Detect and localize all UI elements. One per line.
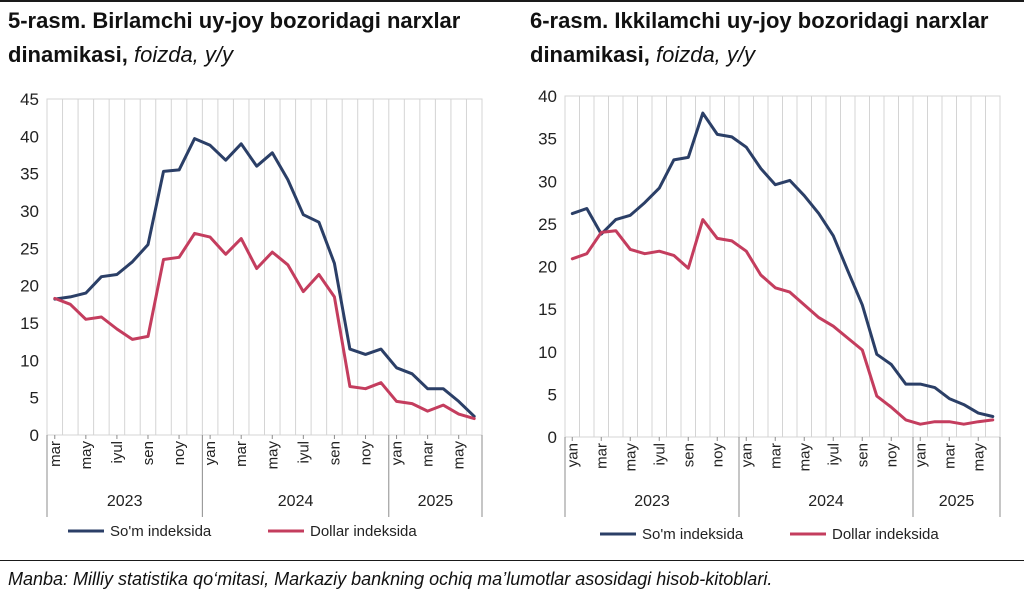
right-chart-y-tick-label: 35: [538, 130, 557, 149]
left-chart-x-tick-label: iyul: [295, 441, 312, 464]
left-chart-x-tick-label: may: [451, 441, 468, 470]
right-chart-year-label: 2025: [939, 493, 975, 510]
right-chart-y-tick-label: 25: [538, 215, 557, 234]
left-chart-y-tick-label: 0: [30, 426, 39, 445]
left-chart-x-tick-label: yan: [202, 441, 219, 465]
right-chart-x-tick-label: yan: [738, 443, 755, 467]
left-chart-year-label: 2023: [107, 493, 143, 510]
left-chart-x-tick-label: iyul: [109, 441, 126, 464]
right-chart-x-tick-label: iyul: [651, 443, 668, 466]
right-chart-y-tick-label: 5: [548, 385, 557, 404]
left-chart-legend-label: Dollar indeksida: [310, 523, 417, 540]
chart-title-left-main: 5-rasm. Birlamchi uy-joy bozoridagi narx…: [8, 8, 461, 67]
right-chart-plot-frame: [564, 95, 1001, 438]
right-chart-x-tick-label: noy: [709, 443, 726, 468]
left-chart-y-tick-label: 25: [20, 239, 39, 258]
left-chart-y-tick-label: 20: [20, 277, 39, 296]
right-chart-x-tick-label: sen: [680, 443, 697, 467]
left-chart-y-tick-label: 35: [20, 165, 39, 184]
right-chart-x-tick-label: sen: [854, 443, 871, 467]
right-chart-x-tick-label: may: [796, 443, 813, 472]
right-chart-y-tick-label: 40: [538, 87, 557, 106]
left-chart-y-tick-label: 15: [20, 314, 39, 333]
right-chart-y-tick-label: 15: [538, 300, 557, 319]
left-chart-x-tick-label: mar: [420, 441, 437, 467]
right-chart-x-tick-label: iyul: [825, 443, 842, 466]
right-chart-x-tick-label: yan: [564, 443, 581, 467]
right-chart-series-line-dollar: [570, 218, 995, 426]
source-note: Manba: Milliy statistika qo‘mitasi, Mark…: [8, 569, 773, 589]
right-chart-y-tick-label: 10: [538, 343, 557, 362]
right-chart-legend-label: So'm indeksida: [642, 526, 744, 543]
right-chart-y-tick-label: 20: [538, 258, 557, 277]
left-chart-x-tick-label: noy: [171, 441, 188, 466]
left-chart-series-line-dollar: [53, 231, 476, 421]
right-chart-legend-label: Dollar indeksida: [832, 526, 939, 543]
right-chart-x-tick-label: may: [622, 443, 639, 472]
bottom-rule: [0, 560, 1024, 561]
right-chart-series-line-som: [570, 111, 995, 418]
left-chart-year-label: 2025: [418, 493, 454, 510]
right-chart-x-tick-label: yan: [912, 443, 929, 467]
right-chart-x-tick-label: mar: [941, 443, 958, 469]
left-chart-x-tick-label: noy: [357, 441, 374, 466]
top-rule: [0, 0, 1024, 2]
right-chart-y-tick-label: 0: [548, 428, 557, 447]
left-chart-year-label: 2024: [278, 493, 314, 510]
left-chart-x-tick-label: mar: [233, 441, 250, 467]
left-chart-x-tick-label: may: [264, 441, 281, 470]
right-chart-year-label: 2024: [808, 493, 844, 510]
chart-title-right-main: 6-rasm. Ikkilamchi uy-joy bozoridagi nar…: [530, 8, 989, 67]
left-chart-plot-frame: [46, 98, 483, 436]
right-chart-x-tick-label: mar: [767, 443, 784, 469]
chart-title-right-unit: foizda, y/y: [655, 42, 756, 67]
left-chart-legend-label: So'm indeksida: [110, 523, 212, 540]
chart-title-right: 6-rasm. Ikkilamchi uy-joy bozoridagi nar…: [530, 4, 1020, 72]
chart-title-left: 5-rasm. Birlamchi uy-joy bozoridagi narx…: [8, 4, 498, 72]
left-chart-y-tick-label: 30: [20, 202, 39, 221]
left-chart-x-tick-label: sen: [140, 441, 157, 465]
right-chart-y-tick-label: 30: [538, 172, 557, 191]
left-chart-y-tick-label: 40: [20, 127, 39, 146]
left-chart-x-tick-label: yan: [389, 441, 406, 465]
left-chart-x-tick-label: sen: [326, 441, 343, 465]
chart-title-left-unit: foizda, y/y: [133, 42, 234, 67]
left-chart-x-tick-label: mar: [47, 441, 64, 467]
left-chart-x-tick-label: may: [78, 441, 95, 470]
right-chart-x-tick-label: noy: [883, 443, 900, 468]
right-chart-year-label: 2023: [634, 493, 670, 510]
left-chart-y-tick-label: 10: [20, 351, 39, 370]
right-chart-x-tick-label: may: [970, 443, 987, 472]
left-chart-y-tick-label: 5: [30, 389, 39, 408]
right-chart-x-tick-label: mar: [593, 443, 610, 469]
left-chart-y-tick-label: 45: [20, 90, 39, 109]
left-chart-series-line-som: [53, 137, 476, 418]
